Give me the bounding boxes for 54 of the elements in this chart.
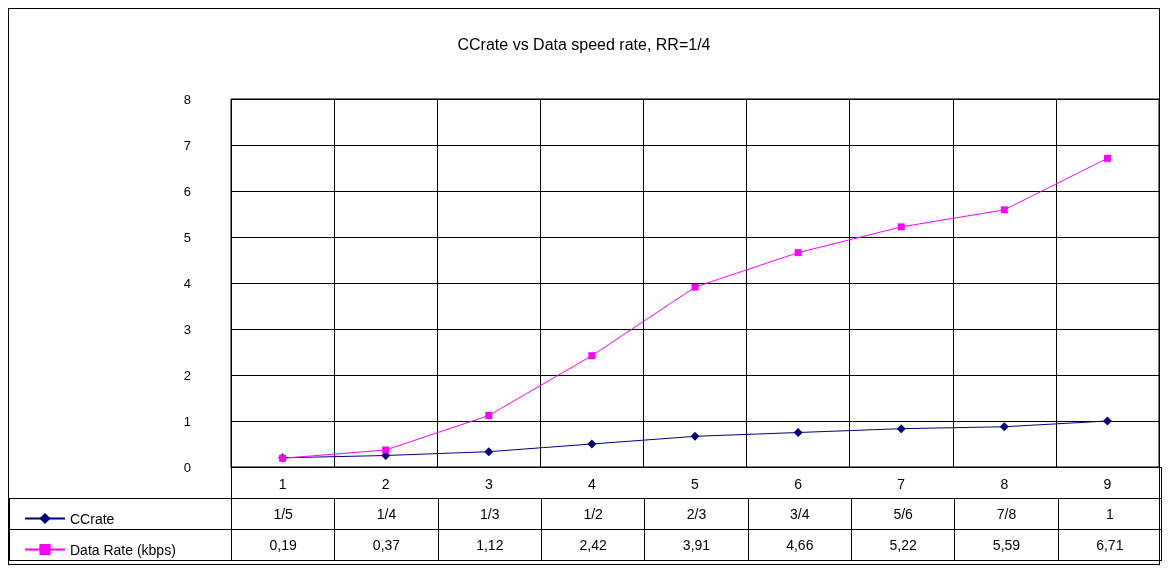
y-tick-label: 3 <box>183 321 191 337</box>
point <box>484 447 494 457</box>
data-label: 1/3 <box>437 498 542 530</box>
point <box>382 446 390 454</box>
y-tick-label: 2 <box>183 367 191 383</box>
point <box>1103 154 1111 162</box>
data-label: 1 <box>1057 498 1162 530</box>
point <box>691 283 699 291</box>
y-tick-label: 1 <box>183 413 191 429</box>
x-tick-label: 3 <box>484 476 493 492</box>
x-tick-label: 4 <box>587 476 596 492</box>
data-label: 4,66 <box>747 529 852 561</box>
point <box>485 411 493 419</box>
y-tick-label: 0 <box>183 459 191 475</box>
data-label: 2,42 <box>541 529 646 561</box>
data-label: 1,12 <box>437 529 542 561</box>
x-tick-label: 1 <box>278 476 287 492</box>
y-tick-label: 7 <box>183 137 191 153</box>
point <box>897 223 905 231</box>
y-tick-label: 6 <box>183 183 191 199</box>
data-label: 5,22 <box>851 529 956 561</box>
chart-title: CCrate vs Data speed rate, RR=1/4 <box>457 35 711 53</box>
x-tick-label: 5 <box>691 476 700 492</box>
point <box>896 424 906 434</box>
x-tick-label: 2 <box>381 476 390 492</box>
data-label: 5,59 <box>954 529 1059 561</box>
x-tick-label: 8 <box>1000 476 1009 492</box>
y-tick-label: 5 <box>183 229 191 245</box>
data-label: 0,37 <box>334 529 439 561</box>
point <box>794 249 802 257</box>
point <box>587 439 597 449</box>
data-label: 6,71 <box>1057 529 1162 561</box>
point <box>999 422 1009 432</box>
point <box>690 431 700 441</box>
y-tick-label: 4 <box>183 275 191 291</box>
data-label: 3/4 <box>747 498 852 530</box>
data-label: 0,19 <box>231 529 336 561</box>
data-label: 1/2 <box>541 498 646 530</box>
data-label: 2/3 <box>644 498 749 530</box>
data-label: 7/8 <box>954 498 1059 530</box>
y-tick-label: 8 <box>183 91 191 107</box>
legend-label: Data Rate (kbps) <box>70 541 176 558</box>
data-label: 1/4 <box>334 498 439 530</box>
point <box>793 428 803 437</box>
data-label: 1/5 <box>231 498 336 530</box>
data-label: 5/6 <box>851 498 956 530</box>
x-tick-label: 9 <box>1103 476 1112 492</box>
x-tick-label: 6 <box>794 476 803 492</box>
data-label: 3,91 <box>644 529 749 561</box>
point <box>1102 416 1112 426</box>
point <box>1000 206 1008 214</box>
legend-label: CCrate <box>70 510 115 527</box>
point <box>588 352 596 360</box>
x-tick-label: 7 <box>897 476 906 492</box>
